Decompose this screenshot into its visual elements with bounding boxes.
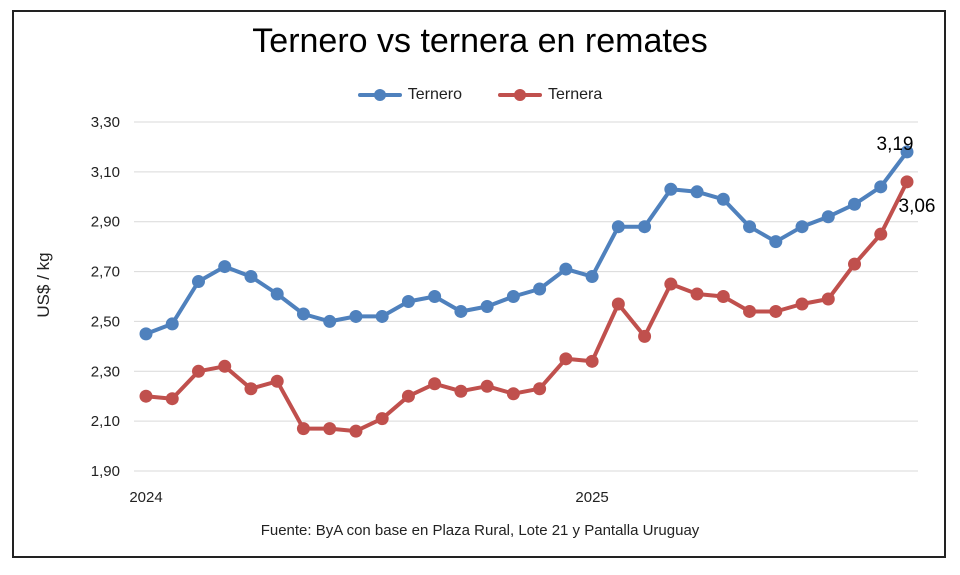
data-point <box>874 180 888 194</box>
data-point <box>401 389 415 403</box>
data-point <box>506 387 520 401</box>
data-point <box>296 422 310 436</box>
data-label: 3,19 <box>877 134 914 155</box>
data-point <box>664 277 678 291</box>
data-point <box>349 309 363 323</box>
data-point <box>165 317 179 331</box>
data-point <box>769 304 783 318</box>
data-point <box>218 359 232 373</box>
legend-swatch-ternero <box>357 93 402 97</box>
data-point <box>401 294 415 308</box>
legend-swatch-ternera <box>498 93 542 97</box>
data-point <box>191 364 205 378</box>
data-point <box>559 262 573 276</box>
data-point <box>139 327 153 341</box>
series-line-ternera <box>144 179 909 434</box>
data-point <box>270 287 284 301</box>
data-point <box>664 182 678 196</box>
data-point <box>533 282 547 296</box>
source-note: Fuente: ByA con base en Plaza Rural, Lot… <box>260 522 700 539</box>
legend-label-ternero: Ternero <box>407 86 462 103</box>
data-point <box>165 392 179 406</box>
data-point <box>690 287 704 301</box>
legend-label-ternera: Ternera <box>548 86 603 103</box>
y-tick-label: 2,70 <box>91 264 120 281</box>
data-point <box>270 374 284 388</box>
data-point <box>349 424 363 438</box>
data-point <box>428 290 442 303</box>
data-point <box>743 304 757 318</box>
data-point <box>611 220 625 234</box>
data-point <box>900 145 914 159</box>
data-point <box>821 292 835 306</box>
data-point <box>218 260 232 274</box>
data-point <box>480 299 494 313</box>
data-point <box>296 307 310 321</box>
y-tick-label: 2,50 <box>91 313 120 330</box>
data-point <box>323 422 337 436</box>
data-point <box>611 297 625 311</box>
data-point <box>375 309 389 323</box>
y-tick-label: 2,30 <box>91 363 120 380</box>
data-point <box>690 185 704 199</box>
data-point <box>716 290 730 303</box>
data-point <box>848 257 862 271</box>
data-point <box>480 379 494 393</box>
x-tick-label: 2024 <box>129 489 162 506</box>
data-point <box>743 220 757 234</box>
data-point <box>716 192 730 206</box>
data-point <box>191 275 205 289</box>
x-tick-label: 2025 <box>575 489 608 506</box>
data-point <box>848 197 862 211</box>
data-point <box>506 290 520 303</box>
y-tick-label: 3,10 <box>91 164 120 181</box>
data-point <box>244 270 258 284</box>
data-point <box>795 297 809 311</box>
data-point <box>821 210 835 224</box>
data-point <box>638 220 652 234</box>
data-label: 3,06 <box>899 196 936 217</box>
chart-legend: Ternero Ternera <box>0 86 960 104</box>
data-point <box>139 389 153 403</box>
chart-frame <box>12 10 946 558</box>
y-tick-label: 2,90 <box>91 214 120 231</box>
data-point <box>375 412 389 426</box>
data-point <box>244 382 258 396</box>
data-point <box>638 329 652 343</box>
data-point <box>769 235 783 249</box>
data-point <box>585 354 599 368</box>
chart-title: Ternero vs ternera en remates <box>252 22 708 60</box>
legend-item-ternera: Ternera <box>498 86 602 104</box>
y-tick-label: 2,10 <box>91 413 120 430</box>
data-point <box>428 377 442 391</box>
data-point <box>323 314 337 328</box>
data-point <box>585 270 599 284</box>
data-point <box>559 352 573 366</box>
data-point <box>795 220 809 234</box>
y-tick-label: 1,90 <box>91 463 120 480</box>
data-point <box>454 304 468 318</box>
data-point <box>874 227 888 241</box>
legend-item-ternero: Ternero <box>357 86 462 104</box>
y-tick-label: 3,30 <box>91 114 120 131</box>
data-point <box>454 384 468 398</box>
data-point <box>533 382 547 396</box>
data-point <box>900 175 914 189</box>
